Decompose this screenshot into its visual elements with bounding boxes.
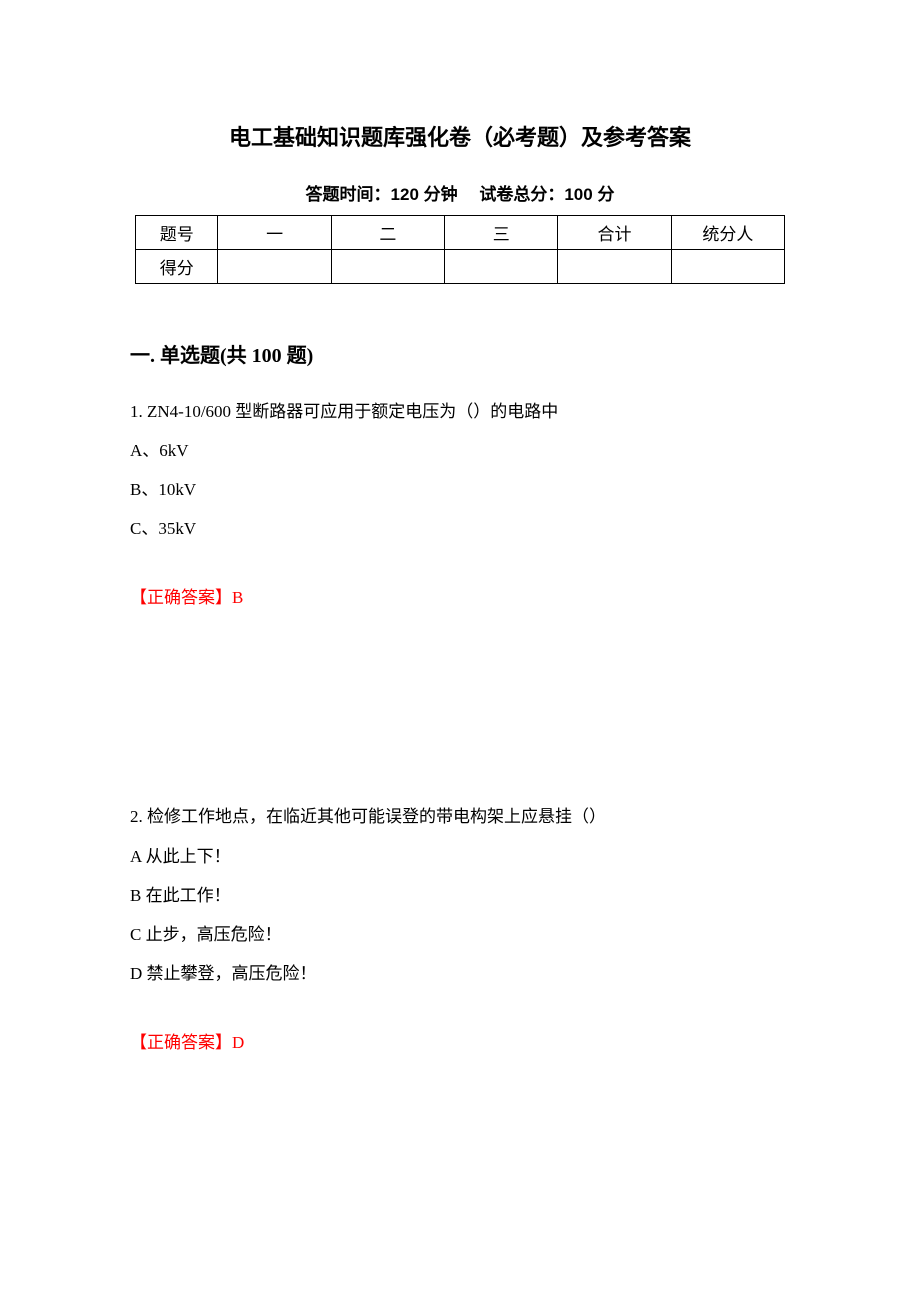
option-c: C 止步，高压危险！ [130, 915, 790, 954]
table-cell: 统分人 [671, 216, 784, 250]
table-cell [558, 250, 671, 284]
question-text: 2. 检修工作地点，在临近其他可能误登的带电构架上应悬挂（） [130, 797, 790, 836]
table-row: 题号 一 二 三 合计 统分人 [136, 216, 785, 250]
section-heading: 一. 单选题(共 100 题) [130, 339, 790, 368]
answer-value: B [232, 588, 243, 607]
option-c: C、35kV [130, 509, 790, 548]
option-a: A、6kV [130, 431, 790, 470]
answer-label: 【正确答案】 [130, 1033, 232, 1052]
table-cell [331, 250, 444, 284]
spacer [130, 667, 790, 797]
option-d: D 禁止攀登，高压危险！ [130, 954, 790, 993]
score-table: 题号 一 二 三 合计 统分人 得分 [135, 215, 785, 284]
table-cell [671, 250, 784, 284]
table-cell: 二 [331, 216, 444, 250]
table-cell-label: 题号 [136, 216, 218, 250]
answer-line: 【正确答案】D [130, 1023, 790, 1062]
table-cell [218, 250, 331, 284]
table-cell: 一 [218, 216, 331, 250]
table-cell-label: 得分 [136, 250, 218, 284]
table-cell: 合计 [558, 216, 671, 250]
answer-value: D [232, 1033, 244, 1052]
answer-label: 【正确答案】 [130, 588, 232, 607]
table-cell [445, 250, 558, 284]
answer-line: 【正确答案】B [130, 578, 790, 617]
document-title: 电工基础知识题库强化卷（必考题）及参考答案 [130, 120, 790, 152]
question-text: 1. ZN4-10/600 型断路器可应用于额定电压为（）的电路中 [130, 392, 790, 431]
option-b: B 在此工作！ [130, 876, 790, 915]
question-1: 1. ZN4-10/600 型断路器可应用于额定电压为（）的电路中 A、6kV … [130, 392, 790, 617]
document-subtitle: 答题时间：120 分钟 试卷总分：100 分 [130, 180, 790, 205]
question-2: 2. 检修工作地点，在临近其他可能误登的带电构架上应悬挂（） A 从此上下！ B… [130, 797, 790, 1062]
table-row: 得分 [136, 250, 785, 284]
option-a: A 从此上下！ [130, 837, 790, 876]
option-b: B、10kV [130, 470, 790, 509]
table-cell: 三 [445, 216, 558, 250]
